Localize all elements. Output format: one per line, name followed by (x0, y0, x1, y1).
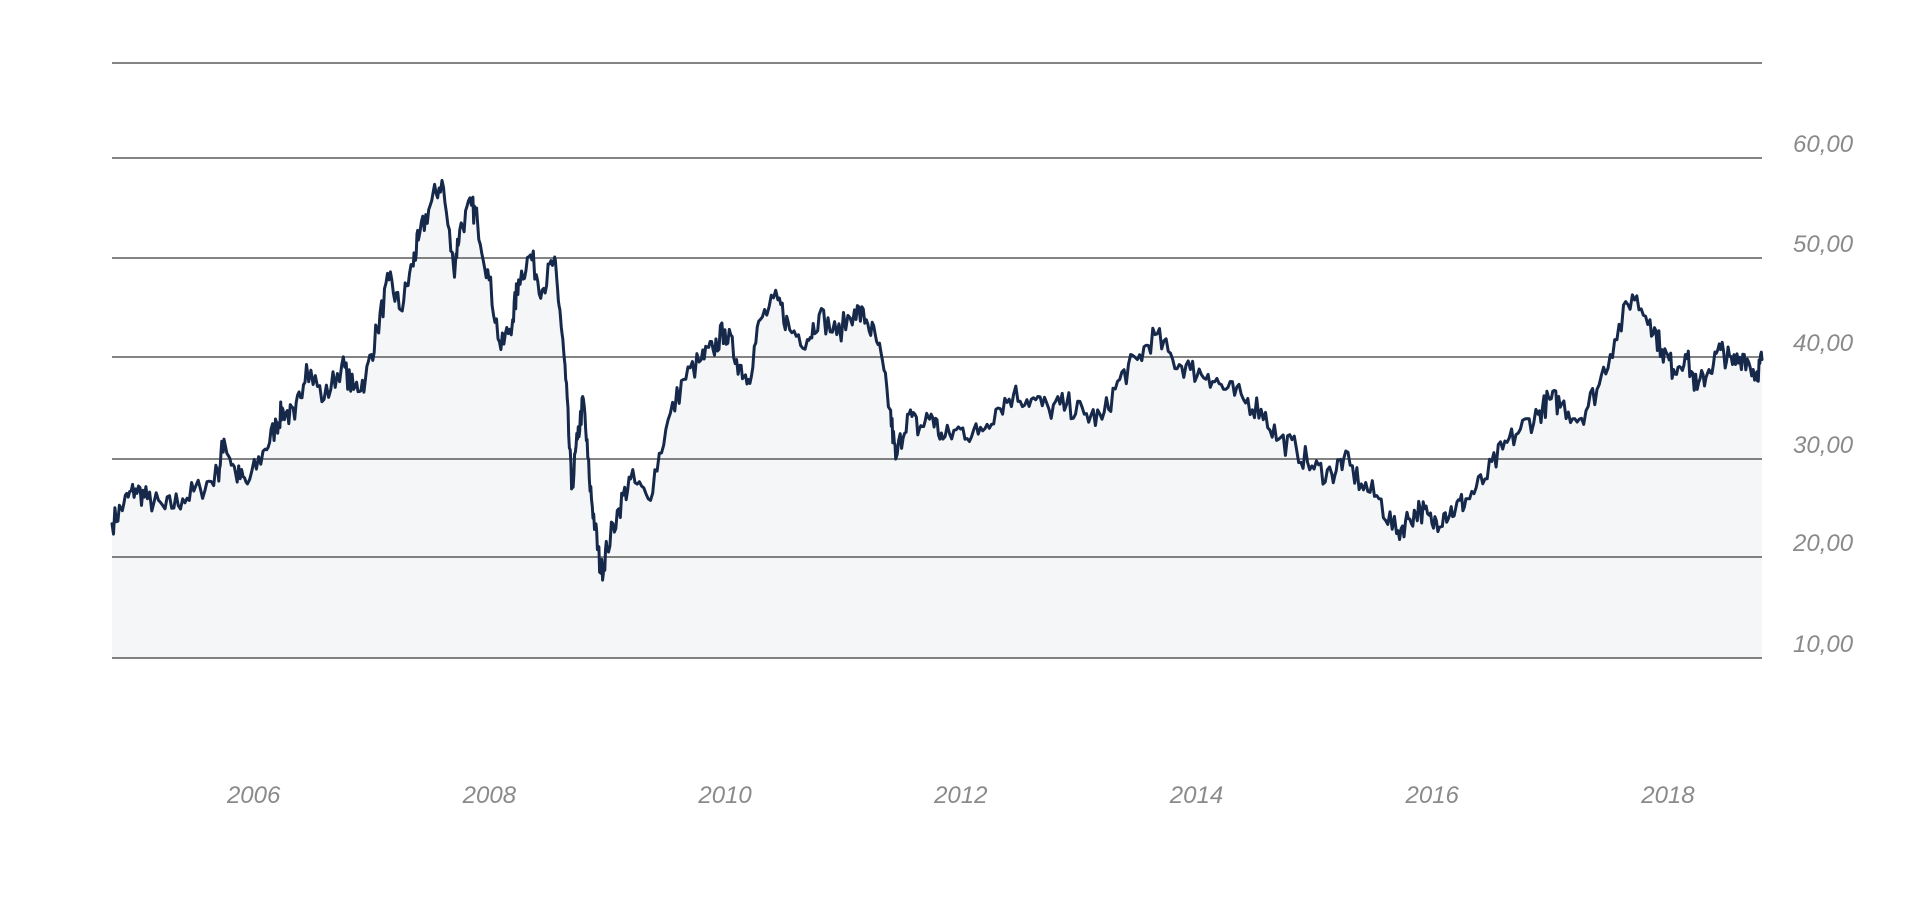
series-line (110, 178, 1764, 582)
series-area (112, 180, 1762, 658)
y-tick-label: 30,00 (1793, 432, 1854, 459)
y-tick-label: 50,00 (1793, 231, 1854, 258)
x-tick-label: 2008 (462, 782, 517, 809)
x-axis-labels: 2006 2008 2010 2012 2014 2016 2018 (226, 782, 1695, 809)
area-fill (112, 180, 1762, 658)
x-tick-label: 2018 (1640, 782, 1695, 809)
y-tick-label: 60,00 (1793, 131, 1854, 158)
x-tick-label: 2012 (933, 782, 987, 809)
x-tick-label: 2006 (226, 782, 281, 809)
x-tick-label: 2010 (697, 782, 752, 809)
price-series (110, 178, 1764, 582)
x-tick-label: 2016 (1405, 782, 1460, 809)
y-axis-labels: 10,00 20,00 30,00 40,00 50,00 60,00 (1792, 131, 1854, 658)
y-tick-label: 10,00 (1793, 631, 1854, 658)
y-tick-label: 20,00 (1792, 530, 1854, 557)
y-tick-label: 40,00 (1793, 330, 1854, 357)
grid-lines (112, 157, 1762, 659)
x-tick-label: 2014 (1169, 782, 1223, 809)
